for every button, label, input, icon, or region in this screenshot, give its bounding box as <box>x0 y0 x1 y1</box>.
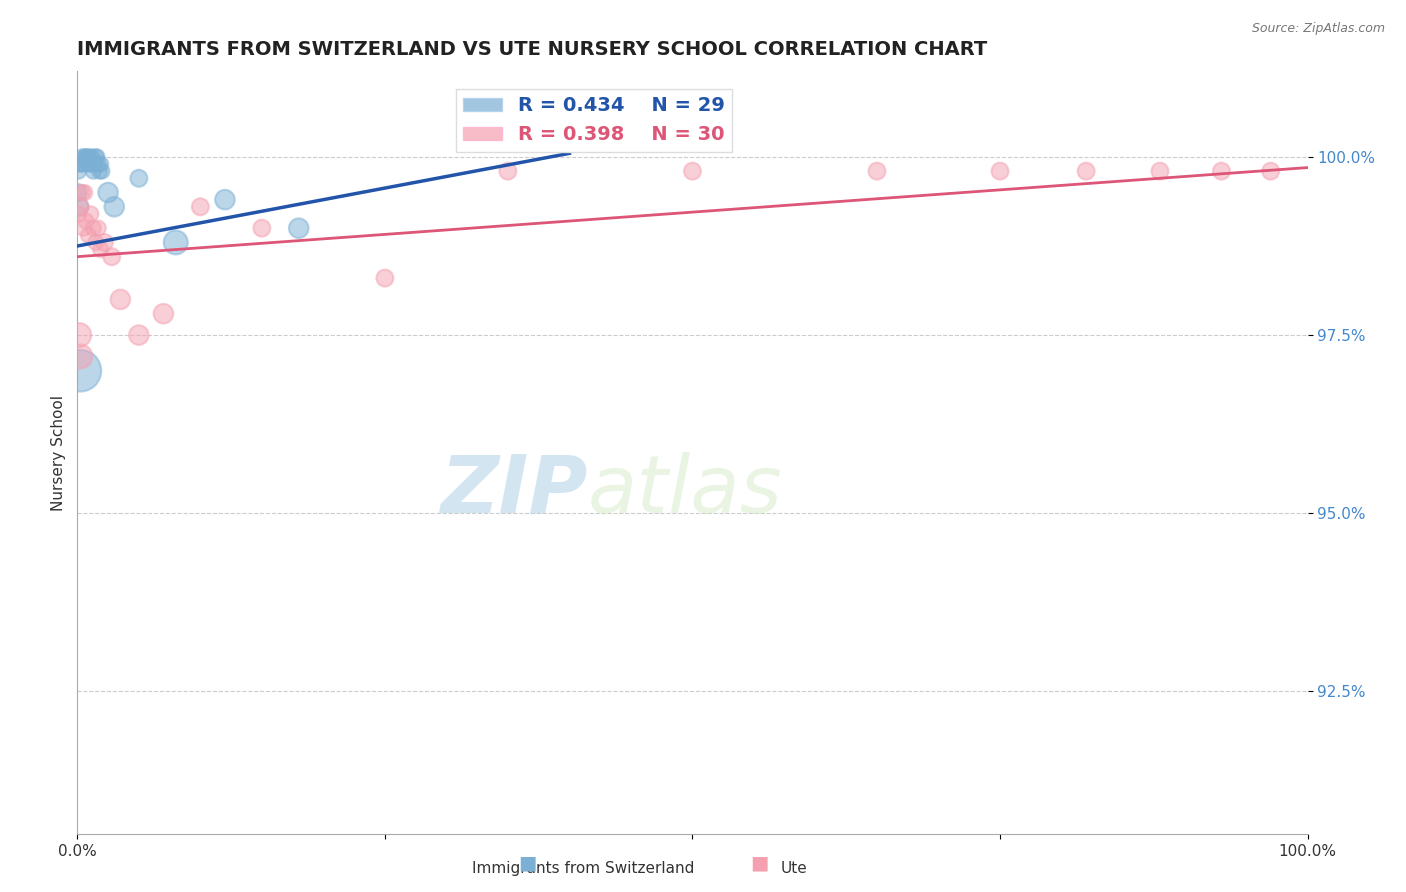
Point <box>87 221 110 235</box>
Point <box>288 221 311 235</box>
Point <box>67 207 90 221</box>
Point <box>75 150 97 164</box>
Point <box>77 157 100 171</box>
Point <box>988 164 1011 178</box>
Text: IMMIGRANTS FROM SWITZERLAND VS UTE NURSERY SCHOOL CORRELATION CHART: IMMIGRANTS FROM SWITZERLAND VS UTE NURSE… <box>77 39 987 59</box>
Point <box>90 243 112 257</box>
Text: Ute: Ute <box>780 861 808 876</box>
Text: ■: ■ <box>749 854 769 872</box>
Point <box>67 328 90 343</box>
Point <box>866 164 889 178</box>
Point <box>1149 164 1171 178</box>
Point <box>128 328 150 343</box>
Point <box>67 164 90 178</box>
Point <box>79 150 101 164</box>
Text: Immigrants from Switzerland: Immigrants from Switzerland <box>472 861 695 876</box>
Point <box>73 150 96 164</box>
Point <box>82 221 104 235</box>
Point <box>73 186 96 200</box>
Point <box>89 164 111 178</box>
Point <box>69 157 91 171</box>
Point <box>90 157 112 171</box>
Point <box>67 200 90 214</box>
Point <box>152 307 174 321</box>
Point <box>84 150 107 164</box>
Text: ZIP: ZIP <box>440 452 588 530</box>
Point <box>83 157 105 171</box>
Point <box>1076 164 1098 178</box>
Point <box>70 186 93 200</box>
Point <box>496 164 519 178</box>
Point <box>214 193 236 207</box>
Point <box>72 221 94 235</box>
Point <box>165 235 187 250</box>
Point <box>682 164 704 178</box>
Point <box>93 235 115 250</box>
Point <box>110 293 132 307</box>
Point <box>70 150 93 164</box>
Point <box>188 200 212 214</box>
Point <box>103 200 125 214</box>
Point <box>374 271 396 285</box>
Point <box>75 214 97 228</box>
Point <box>80 157 103 171</box>
Point <box>82 150 104 164</box>
Point <box>250 221 273 235</box>
Point <box>69 350 91 364</box>
Point <box>69 364 91 378</box>
Point <box>76 150 98 164</box>
Point <box>77 228 100 243</box>
Legend: R = 0.434    N = 29, R = 0.398    N = 30: R = 0.434 N = 29, R = 0.398 N = 30 <box>456 88 733 152</box>
Y-axis label: Nursery School: Nursery School <box>51 394 66 511</box>
Point <box>1260 164 1282 178</box>
Point <box>87 157 110 171</box>
Point <box>70 200 93 214</box>
Point <box>97 186 120 200</box>
Point <box>90 164 114 178</box>
Point <box>82 164 104 178</box>
Point <box>84 235 107 250</box>
Point <box>66 186 89 200</box>
Point <box>70 157 93 171</box>
Point <box>86 150 108 164</box>
Text: Source: ZipAtlas.com: Source: ZipAtlas.com <box>1251 22 1385 36</box>
Point <box>128 171 150 186</box>
Point <box>80 207 103 221</box>
Point <box>101 250 124 264</box>
Point <box>1211 164 1233 178</box>
Text: ■: ■ <box>517 854 537 872</box>
Point <box>72 157 94 171</box>
Text: atlas: atlas <box>588 452 783 530</box>
